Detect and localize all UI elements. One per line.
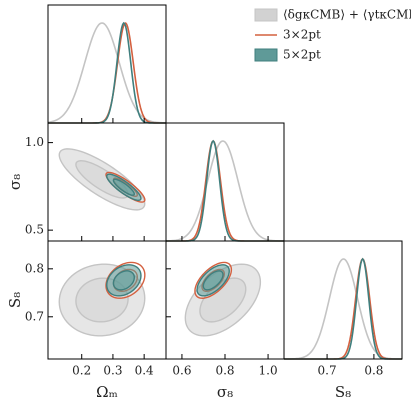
x-axis-label: Ωₘ xyxy=(96,383,118,401)
x-tick-label: 1.0 xyxy=(259,364,278,378)
marginal xyxy=(48,22,166,124)
y-tick-label: 0.7 xyxy=(25,309,44,323)
marginal xyxy=(47,22,167,124)
contour xyxy=(112,270,136,291)
panel-frame xyxy=(47,4,167,124)
x-tick-label: 0.7 xyxy=(318,364,337,378)
y-tick-label: 0.5 xyxy=(25,223,44,237)
marginal xyxy=(283,258,402,360)
legend-label: 5×2pt xyxy=(283,48,321,62)
contour xyxy=(112,178,136,196)
y-tick-label: 0.8 xyxy=(25,261,44,275)
contour xyxy=(202,270,224,291)
x-tick-label: 0.8 xyxy=(215,364,234,378)
legend-label: ⟨δgκCMB⟩ + ⟨γtκCMB⟩ xyxy=(283,8,411,22)
x-tick-label: 0.4 xyxy=(135,364,154,378)
legend-swatch xyxy=(254,48,278,62)
x-axis-label: σ₈ xyxy=(217,383,233,401)
panel-frame xyxy=(283,240,403,360)
x-tick-label: 0.6 xyxy=(172,364,191,378)
x-tick-label: 0.8 xyxy=(364,364,383,378)
contour xyxy=(194,261,233,299)
x-axis-label: S₈ xyxy=(335,383,351,401)
marginal xyxy=(284,257,402,360)
y-axis-label: σ₈ xyxy=(6,174,24,190)
x-tick-label: 0.2 xyxy=(72,364,91,378)
y-axis-label: S₈ xyxy=(6,292,24,308)
y-tick-label: 1.0 xyxy=(25,135,44,149)
marginal xyxy=(166,139,284,242)
legend-swatch xyxy=(254,8,278,22)
marginal xyxy=(284,257,402,360)
x-tick-label: 0.3 xyxy=(103,364,122,378)
marginal xyxy=(48,21,166,124)
legend-label: 3×2pt xyxy=(283,28,321,42)
contour xyxy=(105,261,146,299)
marginal xyxy=(165,140,284,242)
